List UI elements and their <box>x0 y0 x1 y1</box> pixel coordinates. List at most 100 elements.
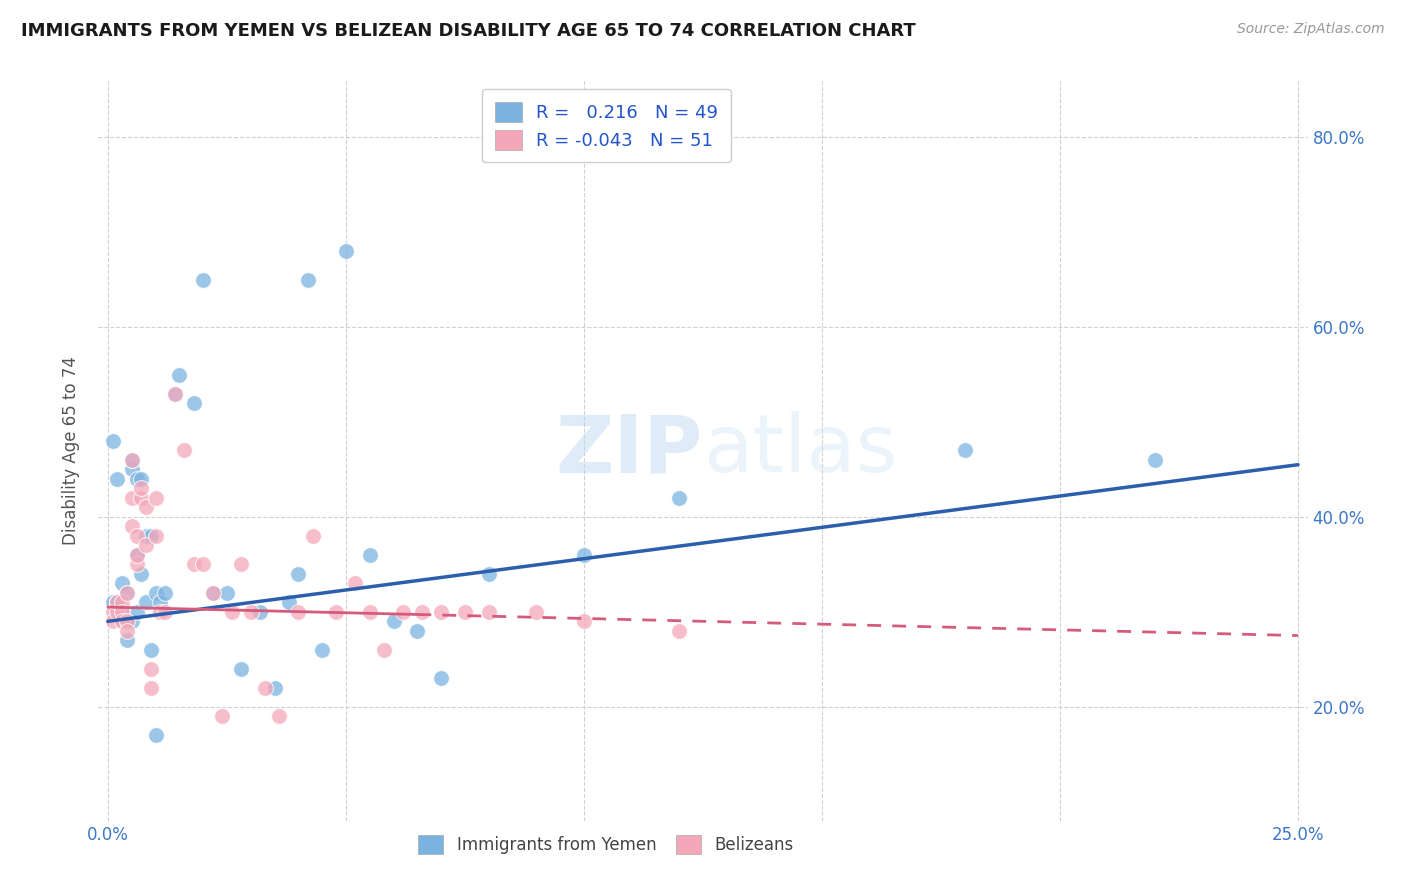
Point <box>111 615 134 629</box>
Point <box>145 586 167 600</box>
Point <box>373 642 395 657</box>
Point <box>215 586 238 600</box>
Point <box>111 605 134 619</box>
Point <box>254 681 277 695</box>
Point <box>135 500 157 515</box>
Point <box>129 472 152 486</box>
Point <box>201 586 224 600</box>
Point <box>129 566 152 581</box>
Point <box>454 605 477 619</box>
Point <box>139 662 162 676</box>
Point <box>311 642 333 657</box>
Point <box>335 244 357 259</box>
Point <box>107 595 129 609</box>
Point <box>145 728 167 742</box>
Point <box>111 605 134 619</box>
Point <box>121 491 143 505</box>
Point <box>101 434 124 448</box>
Point <box>153 605 176 619</box>
Point <box>125 529 148 543</box>
Point <box>263 681 285 695</box>
Point <box>121 453 143 467</box>
Point <box>149 605 172 619</box>
Point <box>115 586 138 600</box>
Point <box>101 605 124 619</box>
Point <box>145 529 167 543</box>
Text: atlas: atlas <box>703 411 897 490</box>
Point <box>191 272 214 286</box>
Legend: Immigrants from Yemen, Belizeans: Immigrants from Yemen, Belizeans <box>409 825 804 864</box>
Point <box>221 605 243 619</box>
Point <box>201 586 224 600</box>
Point <box>287 566 309 581</box>
Point <box>169 368 191 382</box>
Point <box>139 642 162 657</box>
Text: ZIP: ZIP <box>555 411 703 490</box>
Point <box>269 709 291 723</box>
Point <box>325 605 347 619</box>
Point <box>107 605 129 619</box>
Point <box>135 595 157 609</box>
Point <box>668 491 690 505</box>
Point <box>249 605 271 619</box>
Text: IMMIGRANTS FROM YEMEN VS BELIZEAN DISABILITY AGE 65 TO 74 CORRELATION CHART: IMMIGRANTS FROM YEMEN VS BELIZEAN DISABI… <box>21 22 915 40</box>
Point <box>111 576 134 591</box>
Point <box>115 615 138 629</box>
Point <box>163 386 186 401</box>
Point <box>153 586 176 600</box>
Point <box>125 472 148 486</box>
Point <box>115 624 138 638</box>
Point <box>107 595 129 609</box>
Point <box>125 548 148 562</box>
Point <box>121 519 143 533</box>
Point <box>111 615 134 629</box>
Point <box>344 576 367 591</box>
Point <box>125 605 148 619</box>
Point <box>953 443 976 458</box>
Point <box>239 605 262 619</box>
Point <box>191 558 214 572</box>
Point <box>101 595 124 609</box>
Point <box>524 605 547 619</box>
Point <box>382 615 405 629</box>
Point <box>129 491 152 505</box>
Point <box>287 605 309 619</box>
Point <box>478 605 501 619</box>
Point <box>173 443 195 458</box>
Point <box>135 529 157 543</box>
Point <box>145 491 167 505</box>
Point <box>277 595 299 609</box>
Point <box>163 386 186 401</box>
Point <box>406 624 429 638</box>
Point <box>121 453 143 467</box>
Point <box>359 548 381 562</box>
Point <box>572 548 595 562</box>
Point <box>572 615 595 629</box>
Point <box>183 558 205 572</box>
Point <box>297 272 319 286</box>
Point <box>430 605 453 619</box>
Point <box>668 624 690 638</box>
Point <box>478 566 501 581</box>
Point <box>139 681 162 695</box>
Point <box>1144 453 1167 467</box>
Point <box>115 615 138 629</box>
Point <box>359 605 381 619</box>
Point <box>411 605 433 619</box>
Point <box>101 615 124 629</box>
Point <box>211 709 233 723</box>
Point <box>115 633 138 648</box>
Point <box>135 538 157 552</box>
Point <box>125 558 148 572</box>
Point <box>430 671 453 685</box>
Point <box>107 472 129 486</box>
Point <box>301 529 323 543</box>
Text: Source: ZipAtlas.com: Source: ZipAtlas.com <box>1237 22 1385 37</box>
Point <box>129 482 152 496</box>
Point <box>231 558 253 572</box>
Point <box>121 462 143 476</box>
Point <box>392 605 415 619</box>
Y-axis label: Disability Age 65 to 74: Disability Age 65 to 74 <box>62 356 80 545</box>
Point <box>231 662 253 676</box>
Point <box>111 595 134 609</box>
